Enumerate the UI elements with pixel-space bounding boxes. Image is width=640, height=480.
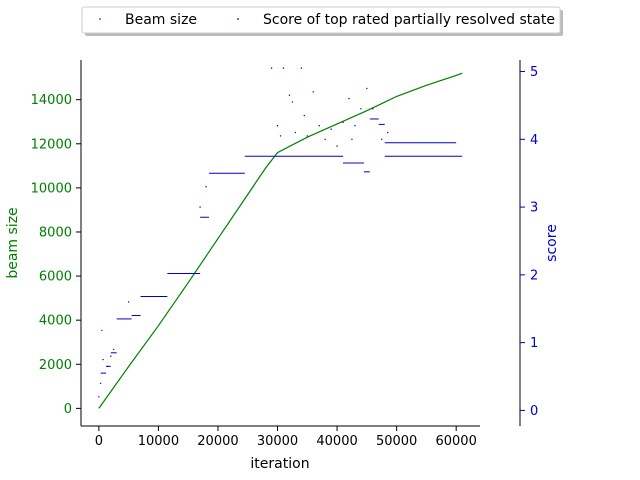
- score-point: [113, 348, 115, 351]
- score-point: [312, 91, 314, 93]
- x-tick-label: 50000: [376, 434, 417, 449]
- right-y-tick-label: 1: [530, 336, 538, 351]
- score-point: [348, 97, 350, 100]
- score-point: [354, 125, 356, 127]
- beam-size-line: [98, 72, 463, 409]
- score-series: [98, 67, 463, 398]
- score-point: [318, 125, 320, 127]
- score-point: [303, 114, 306, 117]
- score-point: [342, 121, 344, 124]
- score-point: [205, 186, 207, 188]
- beam-size-series: [98, 72, 463, 409]
- score-point: [306, 135, 308, 137]
- score-point: [288, 94, 291, 96]
- score-point: [291, 101, 294, 103]
- x-tick-label: 60000: [435, 434, 476, 449]
- score-point: [386, 131, 389, 134]
- left-y-tick-label: 10000: [31, 181, 72, 196]
- left-axis-title: beam size: [5, 207, 21, 278]
- score-point: [279, 135, 282, 137]
- legend-label-beam: Beam size: [125, 12, 197, 28]
- left-y-tick-label: 12000: [31, 137, 72, 152]
- legend-marker-score: [237, 18, 239, 20]
- left-y-tick-label: 14000: [31, 93, 72, 108]
- score-point: [107, 365, 109, 368]
- score-point: [330, 128, 332, 130]
- right-y-tick-label: 5: [530, 65, 538, 80]
- score-point: [127, 301, 130, 303]
- right-y-ticks: 0 1 2 3 4 5: [520, 65, 538, 419]
- x-tick-label: 10000: [138, 434, 179, 449]
- score-point: [270, 67, 273, 69]
- left-y-tick-label: 0: [64, 402, 72, 417]
- score-point: [99, 382, 102, 384]
- score-point: [282, 67, 285, 69]
- right-y-tick-label: 4: [530, 133, 538, 148]
- x-tick-label: 0: [95, 434, 103, 449]
- x-tick-label: 30000: [257, 434, 298, 449]
- right-y-tick-label: 0: [530, 404, 538, 419]
- left-y-tick-label: 6000: [39, 270, 72, 285]
- score-point: [98, 396, 100, 398]
- left-y-tick-label: 4000: [39, 314, 72, 329]
- score-point: [199, 206, 201, 208]
- right-y-tick-label: 2: [530, 268, 538, 283]
- x-tick-label: 20000: [197, 434, 238, 449]
- legend: Beam size Score of top rated partially r…: [81, 6, 563, 36]
- score-point: [360, 108, 362, 110]
- legend-marker-beam: [99, 18, 101, 20]
- x-tick-label: 40000: [316, 434, 357, 449]
- score-point: [324, 138, 326, 140]
- score-point: [336, 145, 338, 147]
- score-point: [366, 87, 368, 90]
- score-point: [300, 67, 303, 69]
- score-point: [102, 358, 104, 361]
- score-point: [101, 329, 103, 332]
- score-point: [351, 138, 353, 140]
- right-axis-title: score: [544, 224, 560, 262]
- x-ticks: 0 10000 20000 30000 40000 50000 60000: [95, 426, 477, 449]
- legend-label-score: Score of top rated partially resolved st…: [263, 12, 555, 28]
- x-axis-title: iteration: [250, 456, 309, 472]
- score-point: [276, 125, 279, 127]
- left-y-tick-label: 8000: [39, 225, 72, 240]
- score-point: [381, 138, 383, 140]
- score-point: [294, 131, 297, 134]
- legend-box: [81, 6, 561, 34]
- right-y-tick-label: 3: [530, 201, 538, 216]
- left-y-tick-label: 2000: [39, 358, 72, 373]
- score-point: [110, 355, 112, 357]
- left-y-ticks: 0 2000 4000 6000 8000 10000 12000 14000: [31, 93, 81, 417]
- score-point: [372, 108, 374, 110]
